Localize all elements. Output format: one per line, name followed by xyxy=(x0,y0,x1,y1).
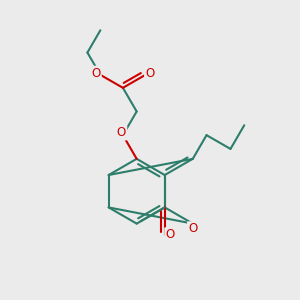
Text: O: O xyxy=(165,228,175,242)
Text: O: O xyxy=(188,222,197,236)
Text: O: O xyxy=(117,126,126,139)
Text: O: O xyxy=(91,67,101,80)
Text: O: O xyxy=(145,67,154,80)
